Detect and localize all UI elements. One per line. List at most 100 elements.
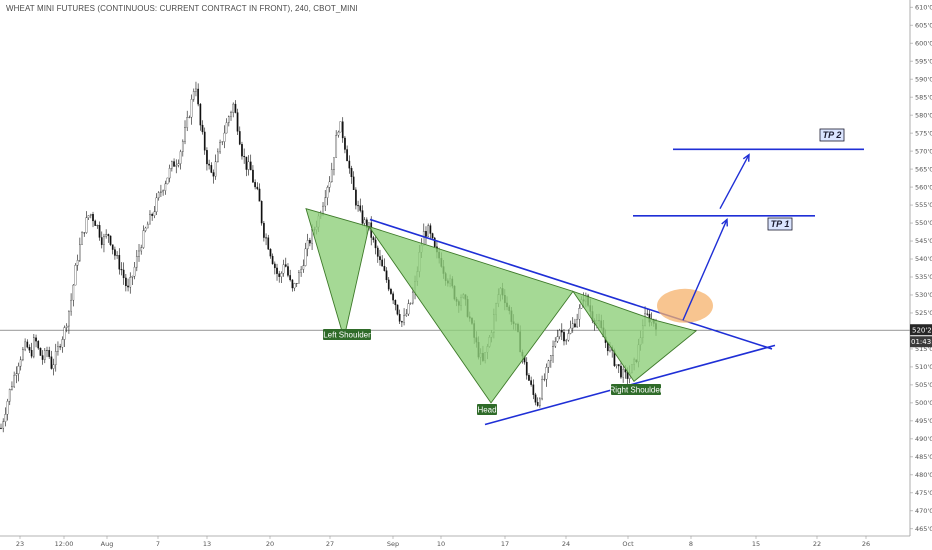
candle-body [335, 135, 338, 158]
candle-body [105, 234, 108, 237]
candle-body [120, 269, 123, 271]
candle-body [390, 289, 392, 294]
candle-body [227, 116, 230, 123]
candle-body [298, 272, 300, 284]
candle-body [383, 266, 386, 271]
y-tick-label: 485'0 [915, 453, 932, 461]
head-label: Head [477, 405, 496, 414]
x-tick-label: Oct [622, 540, 634, 548]
candle-body [330, 169, 333, 183]
candle-body [276, 267, 278, 274]
y-tick-label: 600'0 [915, 39, 932, 47]
y-tick-label: 590'0 [915, 75, 932, 83]
candle-body [168, 168, 171, 179]
y-tick-label: 495'0 [915, 417, 932, 425]
y-tick-label: 475'0 [915, 489, 932, 497]
candle-body [54, 351, 57, 365]
candle-body [96, 225, 99, 227]
candle-body [309, 240, 311, 244]
candle-body [620, 365, 622, 378]
candle-body [43, 350, 46, 360]
tp1-label-box [767, 217, 793, 231]
candle-body [552, 346, 554, 356]
candle-body [164, 183, 167, 191]
candle-body [328, 181, 331, 188]
candle-body [111, 244, 114, 250]
x-tick-label: 8 [689, 540, 693, 548]
candle-body [271, 255, 274, 265]
arrow-to-tp1-head [721, 217, 728, 227]
candle-body [214, 161, 217, 177]
candle-body [190, 99, 193, 118]
candle-body [26, 341, 29, 348]
candle-body [256, 186, 259, 190]
candle-body [278, 273, 281, 277]
candle-body [171, 161, 173, 169]
countdown-label: 01:43:5 [911, 338, 932, 346]
candle-body [398, 314, 401, 322]
x-tick-label: 7 [156, 540, 160, 548]
y-tick-label: 490'0 [915, 435, 932, 443]
arrow-to-tp1 [682, 219, 728, 321]
candle-body [100, 237, 103, 245]
patterns [305, 207, 697, 404]
candle-body [68, 310, 70, 327]
candle-body [545, 367, 548, 380]
candle-body [63, 327, 66, 340]
candle-body [144, 227, 147, 231]
x-tick-label: 15 [752, 540, 760, 548]
candle-body [569, 327, 572, 334]
head-label-bg [477, 404, 497, 415]
candle-body [162, 190, 164, 193]
candle-body [425, 231, 427, 237]
x-tick-label: 24 [562, 540, 570, 548]
candle-body [28, 347, 31, 351]
candle-body [282, 264, 285, 274]
candle-body [157, 192, 160, 199]
candle-body [411, 292, 414, 304]
candle-body [217, 151, 219, 162]
countdown-badge [910, 336, 932, 348]
candle-body [385, 270, 388, 281]
y-tick-label: 565'0 [915, 165, 932, 173]
candle-body [525, 361, 528, 376]
y-tick-label: 505'0 [915, 381, 932, 389]
candle-body [565, 339, 568, 342]
candle-body [4, 414, 7, 422]
candle-body [357, 205, 359, 207]
candle-body [574, 323, 576, 328]
candle-body [541, 378, 543, 400]
y-tick-label: 560'0 [915, 183, 932, 191]
y-tick-label: 605'0 [915, 21, 932, 29]
candle-body [392, 293, 394, 301]
candle-body [210, 165, 213, 173]
candle-body [140, 247, 143, 252]
y-tick-label: 575'0 [915, 129, 932, 137]
candle-body [238, 131, 241, 145]
candle-body [567, 333, 570, 341]
candle-body [142, 230, 145, 248]
candle-body [72, 284, 75, 301]
candle-body [339, 121, 342, 133]
y-tick-label: 500'0 [915, 399, 932, 407]
candle-body [201, 124, 204, 133]
candle-body [258, 188, 261, 202]
candle-body [243, 156, 246, 158]
x-tick-label: 26 [862, 540, 870, 548]
right-shoulder-label-bg [611, 384, 661, 395]
candle-body [155, 197, 158, 213]
candle-body [225, 122, 228, 134]
candle-body [530, 380, 532, 385]
x-tick-label: Sep [387, 540, 399, 548]
candle-body [344, 137, 346, 150]
candle-body [13, 375, 15, 387]
candle-body [293, 283, 296, 289]
candle-body [617, 364, 620, 367]
candle-body [361, 210, 364, 224]
tp1-label: TP 1 [771, 219, 790, 229]
candle-body [131, 276, 134, 278]
candle-body [230, 112, 232, 117]
candle-body [41, 355, 44, 360]
candle-body [22, 349, 24, 360]
